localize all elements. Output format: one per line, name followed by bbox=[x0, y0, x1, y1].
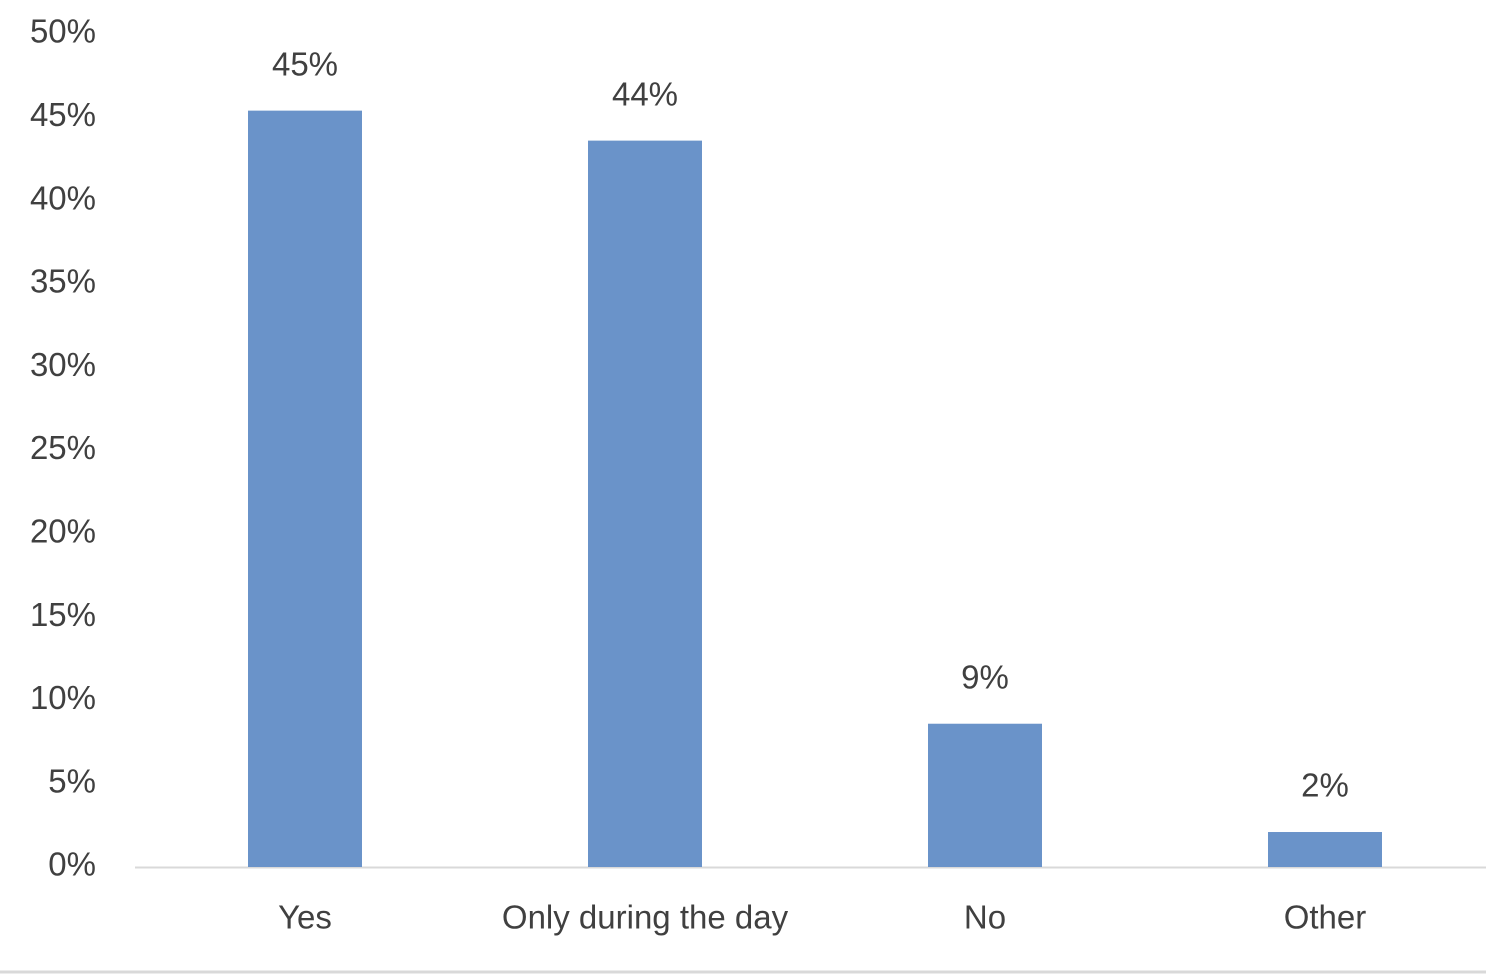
x-tick-label: Yes bbox=[278, 899, 332, 936]
bar bbox=[1268, 832, 1382, 867]
y-tick-label: 30% bbox=[30, 346, 96, 383]
y-tick-label: 45% bbox=[30, 96, 96, 133]
y-tick-label: 15% bbox=[30, 596, 96, 633]
y-tick-label: 50% bbox=[30, 13, 96, 50]
value-label: 44% bbox=[612, 75, 678, 112]
y-tick-label: 35% bbox=[30, 263, 96, 300]
bar bbox=[248, 110, 362, 868]
bar bbox=[588, 140, 702, 867]
value-label: 45% bbox=[272, 45, 338, 82]
x-tick-label: No bbox=[964, 899, 1006, 936]
y-tick-label: 25% bbox=[30, 429, 96, 466]
y-tick-label: 20% bbox=[30, 513, 96, 550]
x-tick-label: Only during the day bbox=[502, 899, 789, 936]
y-tick-label: 10% bbox=[30, 679, 96, 716]
x-tick-label: Other bbox=[1284, 899, 1367, 936]
bar bbox=[928, 723, 1042, 867]
y-tick-label: 5% bbox=[48, 762, 96, 799]
y-tick-label: 0% bbox=[48, 846, 96, 883]
value-label: 2% bbox=[1301, 767, 1349, 804]
value-label: 9% bbox=[961, 658, 1009, 695]
y-tick-label: 40% bbox=[30, 179, 96, 216]
